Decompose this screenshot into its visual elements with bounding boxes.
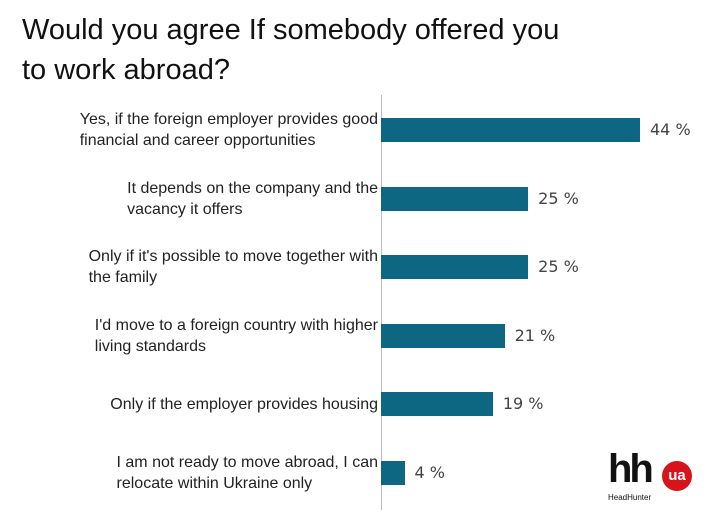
category-label: It depends on the company and the vacanc… [127,179,378,218]
category-label: Only if the employer provides housing [110,395,378,413]
logo-name: HeadHunter [608,493,652,502]
value-label: 21 % [514,325,556,345]
logo-badge: ua [662,461,692,491]
value-label: 25 % [538,188,579,208]
category-label: Only if it's possible to move together w… [88,248,378,287]
bar [381,323,505,348]
category-label: Yes, if the foreign employer provides go… [79,111,378,149]
value-label: 19 % [502,394,544,414]
bar [381,186,529,211]
value-label: 44 % [650,120,691,139]
category-label: I am not ready to move abroad, I can rel… [116,454,378,492]
logo: hh ua HeadHunter [608,447,698,513]
axis-line [381,95,382,510]
category-label: I'd move to a foreign country with highe… [94,316,378,355]
bar [381,392,493,417]
bar [381,255,529,280]
value-label: 25 % [538,257,579,277]
value-label: 4 % [414,463,445,482]
chart-title: Would you agree If somebody offered you … [22,14,560,86]
logo-mark: hh [608,447,654,491]
bar [381,461,405,485]
bar [381,118,640,142]
